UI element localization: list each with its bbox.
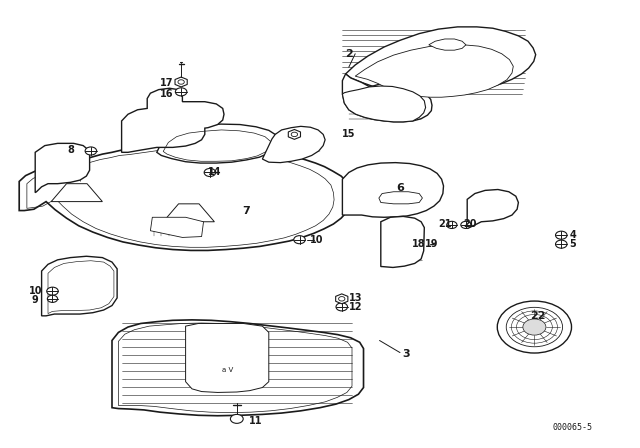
Circle shape <box>178 80 184 84</box>
Polygon shape <box>112 320 364 416</box>
Polygon shape <box>42 256 117 316</box>
Polygon shape <box>163 204 214 222</box>
Circle shape <box>204 168 216 177</box>
Polygon shape <box>342 86 426 122</box>
Text: 9: 9 <box>32 295 38 305</box>
Text: 2: 2 <box>345 49 353 59</box>
Text: 20: 20 <box>463 219 477 229</box>
Circle shape <box>506 307 563 347</box>
Polygon shape <box>19 143 352 250</box>
Text: 22: 22 <box>530 311 545 321</box>
Polygon shape <box>342 163 444 217</box>
Polygon shape <box>381 216 424 267</box>
Text: 10: 10 <box>310 235 324 245</box>
Text: 13: 13 <box>348 293 362 303</box>
Polygon shape <box>335 294 348 304</box>
Polygon shape <box>51 184 102 202</box>
Text: 10: 10 <box>28 286 42 296</box>
Circle shape <box>556 231 567 239</box>
Text: 21: 21 <box>438 219 452 229</box>
Text: 15: 15 <box>342 129 356 139</box>
Circle shape <box>230 414 243 423</box>
Circle shape <box>556 240 567 248</box>
Text: 14: 14 <box>207 168 221 177</box>
Polygon shape <box>355 45 513 97</box>
Text: 4: 4 <box>570 230 576 240</box>
Text: 7: 7 <box>243 206 250 215</box>
Text: 000065-5: 000065-5 <box>553 423 593 432</box>
Circle shape <box>291 132 298 137</box>
Polygon shape <box>35 143 90 193</box>
Circle shape <box>175 88 187 96</box>
Polygon shape <box>175 77 188 87</box>
Polygon shape <box>379 192 422 204</box>
Text: 17: 17 <box>159 78 173 88</box>
Text: 19: 19 <box>425 239 439 249</box>
Polygon shape <box>186 323 269 392</box>
Polygon shape <box>429 39 466 50</box>
Text: 8: 8 <box>67 145 74 155</box>
Circle shape <box>339 297 345 301</box>
Circle shape <box>85 147 97 155</box>
Text: 18: 18 <box>412 239 426 249</box>
Circle shape <box>497 301 572 353</box>
Circle shape <box>47 295 58 302</box>
Text: 12: 12 <box>348 302 362 312</box>
Text: 6: 6 <box>396 183 404 193</box>
Text: 5: 5 <box>570 239 576 249</box>
Polygon shape <box>342 74 432 122</box>
Circle shape <box>447 221 457 228</box>
Polygon shape <box>346 27 536 95</box>
Polygon shape <box>467 190 518 228</box>
Polygon shape <box>150 217 204 237</box>
Text: 16: 16 <box>159 89 173 99</box>
Text: a V: a V <box>221 366 233 373</box>
Polygon shape <box>262 126 325 163</box>
Text: 3: 3 <box>403 349 410 359</box>
Circle shape <box>294 236 305 244</box>
Text: 11: 11 <box>249 416 263 426</box>
Polygon shape <box>288 129 301 139</box>
Circle shape <box>523 319 546 335</box>
Circle shape <box>47 287 58 295</box>
Polygon shape <box>122 88 224 152</box>
Polygon shape <box>157 124 278 163</box>
Circle shape <box>336 303 348 311</box>
Circle shape <box>461 221 471 228</box>
